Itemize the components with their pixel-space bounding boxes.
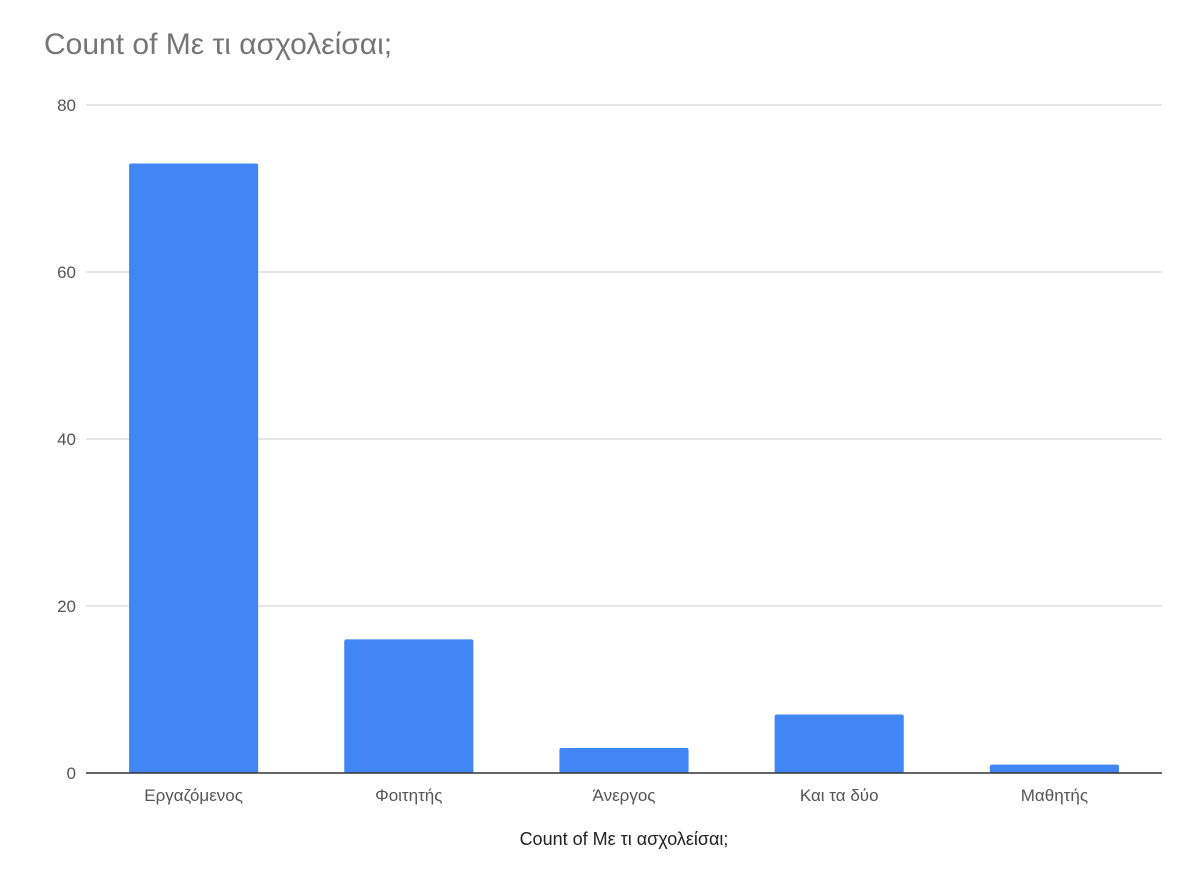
y-tick-label: 80 — [57, 96, 76, 115]
x-tick-label: Μαθητής — [1021, 786, 1088, 805]
grid-lines — [86, 104, 1162, 607]
bars — [129, 163, 1119, 773]
y-tick-label: 0 — [67, 764, 76, 783]
bar — [344, 639, 474, 773]
chart-title: Count of Με τι ασχολείσαι; — [44, 28, 393, 61]
x-tick-label: Φοιτητής — [375, 786, 442, 805]
x-tick-label: Άνεργος — [593, 786, 656, 805]
y-tick-labels: 0 20 40 60 80 — [57, 96, 76, 783]
bar — [559, 747, 689, 773]
x-tick-label: Και τα δύο — [800, 786, 879, 805]
bar — [774, 714, 904, 773]
x-tick-labels: Εργαζόμενος Φοιτητής Άνεργος Και τα δύο Μαθη… — [144, 786, 1088, 805]
bar — [129, 163, 259, 773]
y-tick-label: 40 — [57, 430, 76, 449]
x-axis-label: Count of Με τι ασχολείσαι; — [520, 829, 729, 849]
x-tick-label: Εργαζόμενος — [144, 786, 243, 805]
y-tick-label: 60 — [57, 263, 76, 282]
bar — [989, 764, 1119, 773]
y-tick-label: 20 — [57, 597, 76, 616]
